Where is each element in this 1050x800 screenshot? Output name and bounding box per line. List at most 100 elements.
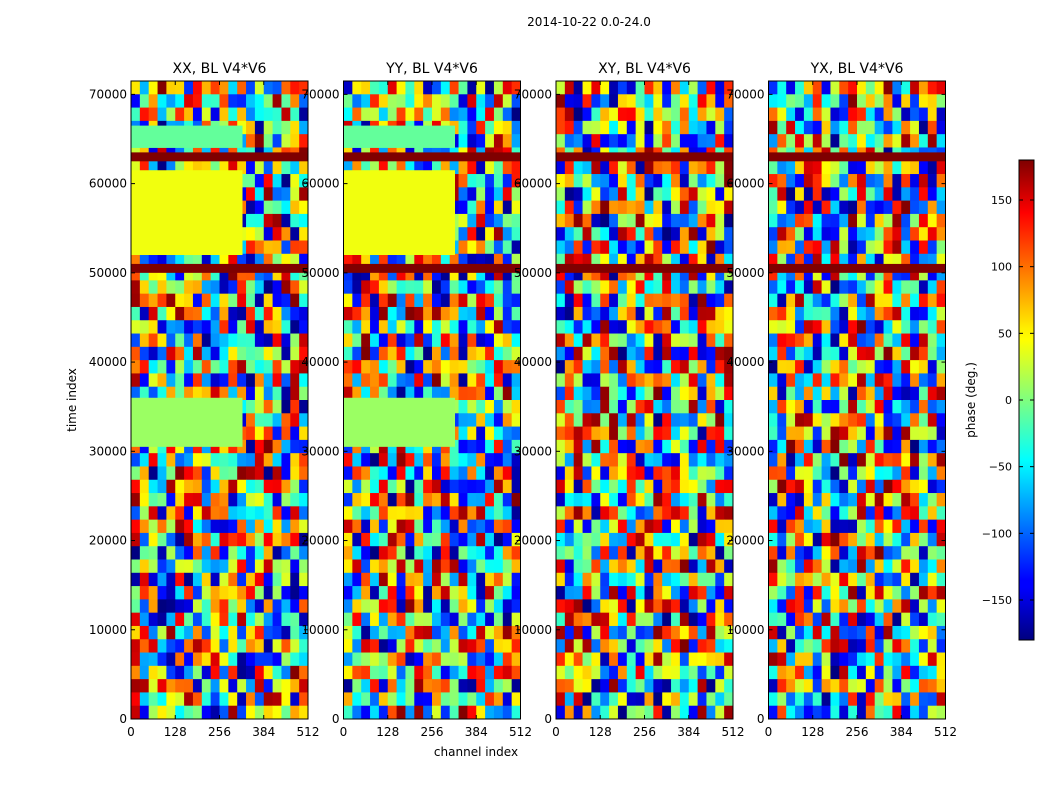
heatmap-cell [139,532,150,547]
heatmap-cell [219,333,229,348]
heatmap-cell [246,120,256,135]
heatmap-cell [440,373,451,388]
heatmap-cell [449,280,459,295]
heatmap-cell [131,692,141,707]
heatmap-cell [848,293,858,308]
heatmap-cell [892,426,902,441]
heatmap-cell [582,134,592,148]
heatmap-cell [910,546,920,560]
heatmap-cell [635,333,645,348]
heatmap-cell [777,293,787,308]
heatmap-cell [378,373,389,388]
heatmap-cell [396,293,406,308]
x-tick-label: 512 [722,725,745,739]
heatmap-cell [679,227,690,241]
heatmap-cell [272,705,282,720]
heatmap-cell [795,639,805,653]
heatmap-cell [803,280,814,295]
heatmap-cell [157,386,167,401]
heatmap-cell [370,94,380,108]
heatmap-cell [644,599,654,614]
heatmap-cell [166,506,176,521]
heatmap-cell [901,599,911,614]
heatmap-cell [361,625,371,640]
heatmap-cell [857,559,867,574]
heatmap-cell [812,253,822,268]
heatmap-cell [724,599,734,614]
heatmap-cell [644,586,654,600]
heatmap-cell [671,267,681,281]
x-tick-label: 128 [164,725,187,739]
heatmap-cell [387,267,397,281]
x-tick-label: 0 [552,725,560,739]
heatmap-cell [892,612,902,627]
heatmap-cell [724,586,734,600]
heatmap-cell [201,320,212,334]
heatmap-cell [281,160,291,175]
heatmap-cell [821,665,831,680]
heatmap-cell [910,479,920,494]
heatmap-cell [458,679,468,693]
heatmap-cell [617,652,628,667]
heatmap-cell [511,466,521,481]
heatmap-cell [857,625,867,640]
heatmap-cell [228,107,238,122]
heatmap-cell [272,227,282,241]
heatmap-cell [511,559,521,574]
heatmap-cell [131,267,141,281]
heatmap-cell [192,559,203,574]
heatmap-cell [201,81,212,95]
heatmap-cell [626,227,637,241]
heatmap-cell [777,586,787,600]
heatmap-cell [786,227,796,241]
heatmap-cell [556,134,566,148]
heatmap-cell [653,213,663,228]
heatmap-cell [662,639,672,653]
heatmap-cell [582,386,592,401]
heatmap-cell [803,213,814,228]
heatmap-cell [414,532,424,547]
heatmap-cell [476,559,486,574]
heatmap-cell [936,373,946,388]
heatmap-cell [803,679,814,693]
heatmap-cell [564,426,575,441]
heatmap-cell [485,532,495,547]
heatmap-cell [582,174,592,188]
heatmap-cell [706,280,716,295]
heatmap-cell [502,253,513,268]
heatmap-cell [821,280,831,295]
heatmap-cell [848,426,858,441]
heatmap-cell [290,692,300,707]
heatmap-cell [405,652,415,667]
heatmap-cell [449,267,459,281]
heatmap-cell [706,705,716,720]
heatmap-cell [493,360,504,374]
heatmap-cell [918,546,929,560]
colorbar-tick-label: −150 [982,594,1012,607]
heatmap-cell [449,612,459,627]
heatmap-cell [768,267,778,281]
heatmap-cell [768,652,778,667]
heatmap-cell [201,599,212,614]
heatmap-cell [210,692,220,707]
heatmap-cell [414,586,424,600]
heatmap-cell [192,705,203,720]
heatmap-cell [848,439,858,454]
heatmap-cell [600,174,610,188]
heatmap-cell [812,453,822,467]
heatmap-cell [378,652,389,667]
heatmap-cell [414,320,424,334]
heatmap-cell [883,94,893,108]
colorbar-tick-label: 0 [1005,394,1012,407]
heatmap-cell [857,426,867,441]
heatmap-cell [352,639,362,653]
heatmap-cell [219,572,229,587]
heatmap-cell [573,665,583,680]
heatmap-cell [219,479,229,494]
heatmap-cell [830,466,840,481]
heatmap-cell [715,134,725,148]
heatmap-cell [131,280,141,295]
heatmap-cell [263,227,273,241]
heatmap-cell [370,453,380,467]
heatmap-cell [918,253,929,268]
